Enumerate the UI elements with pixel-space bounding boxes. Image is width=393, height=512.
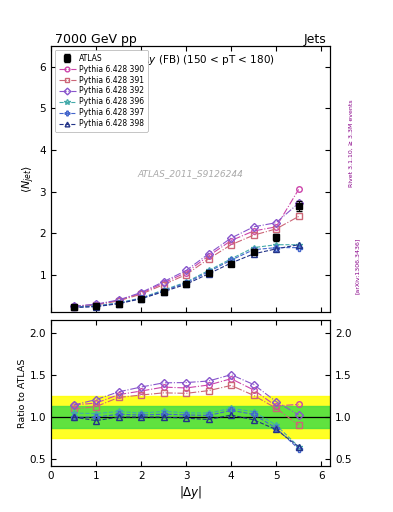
- Text: Jets: Jets: [303, 33, 326, 46]
- Text: Rivet 3.1.10, ≥ 3.3M events: Rivet 3.1.10, ≥ 3.3M events: [349, 99, 354, 187]
- Legend: ATLAS, Pythia 6.428 390, Pythia 6.428 391, Pythia 6.428 392, Pythia 6.428 396, P: ATLAS, Pythia 6.428 390, Pythia 6.428 39…: [55, 50, 147, 132]
- Y-axis label: $\langle N_{jet}\rangle$: $\langle N_{jet}\rangle$: [20, 165, 37, 193]
- Text: $N_{jet}$ vs $\Delta y$ (FB) (150 < pT < 180): $N_{jet}$ vs $\Delta y$ (FB) (150 < pT <…: [106, 54, 275, 69]
- X-axis label: |$\Delta y$|: |$\Delta y$|: [179, 483, 202, 501]
- Text: [arXiv:1306.3436]: [arXiv:1306.3436]: [355, 238, 360, 294]
- Y-axis label: Ratio to ATLAS: Ratio to ATLAS: [18, 358, 27, 428]
- Bar: [51, 406, 330, 428]
- Text: 7000 GeV pp: 7000 GeV pp: [55, 33, 137, 46]
- Bar: [51, 396, 330, 438]
- Text: ATLAS_2011_S9126244: ATLAS_2011_S9126244: [138, 169, 244, 178]
